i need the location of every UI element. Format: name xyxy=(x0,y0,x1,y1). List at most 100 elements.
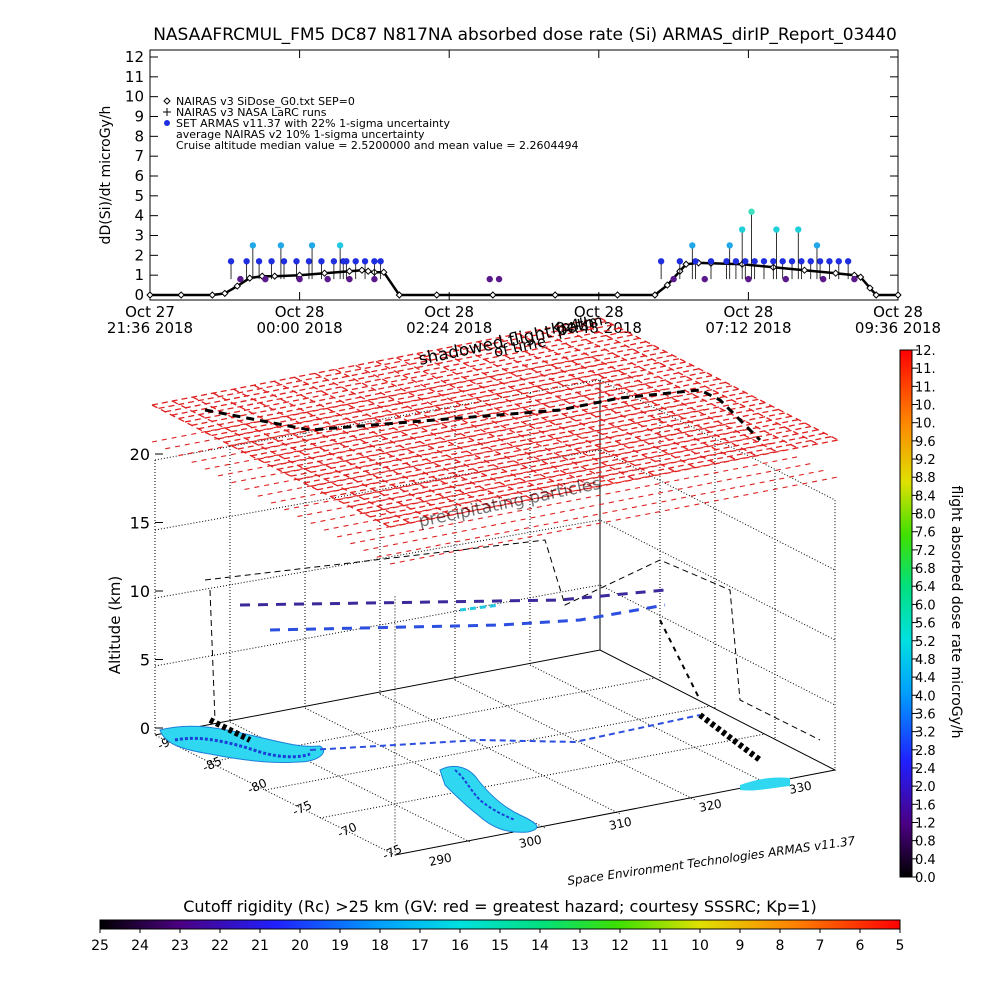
particle-grid-line xyxy=(314,372,554,496)
dose-rate-tick-label: 8.4 xyxy=(915,489,936,504)
particle-grid-line xyxy=(237,361,687,450)
armas-point xyxy=(486,275,493,283)
armas-point xyxy=(779,258,786,265)
nairas-sidose-point xyxy=(831,269,840,277)
armas-point xyxy=(262,275,269,283)
cutoff-rigidity-tick-label: 16 xyxy=(451,938,469,954)
particle-grid-line-lower xyxy=(350,456,799,545)
cutoff-rigidity-tick-label: 15 xyxy=(491,938,509,954)
cutoff-rigidity-tick-label: 24 xyxy=(131,938,149,954)
top-x-tick-label-time: 21:36 2018 xyxy=(107,319,193,337)
particle-grid-line xyxy=(151,317,601,406)
armas-point xyxy=(670,275,677,283)
particle-grid-line-lower xyxy=(191,374,640,463)
top-y-tick-label: 11 xyxy=(125,68,144,86)
top-x-tick-label-time: 09:36 2018 xyxy=(855,319,941,337)
particle-grid-line-lower xyxy=(310,435,759,524)
nairas-sidose-point xyxy=(613,291,622,299)
particle-grid-line xyxy=(233,388,472,512)
particle-grid-line xyxy=(277,381,726,471)
latitude-tick-label: -75 xyxy=(290,798,314,819)
cutoff-rigidity-tick-label: 5 xyxy=(896,938,905,954)
armas-point xyxy=(795,226,802,233)
armas-point xyxy=(742,258,749,265)
nairas-sidose-point xyxy=(894,291,902,299)
top-legend: NAIRAS v3 SiDose_G0.txt SEP=0 NAIRAS v3 … xyxy=(163,95,579,152)
cutoff-rigidity-colorbar-ticks: 25 24 23 22 21 20 19 18 17 16 15 14 13 12 11 10 9 8 7 6 5 xyxy=(91,929,904,954)
particle-grid-line xyxy=(273,380,513,504)
particle-grid-line-lower xyxy=(151,354,601,443)
south-america-tip xyxy=(740,777,790,791)
nairas-sidose-point xyxy=(872,291,880,299)
credit-text: Space Environment Technologies ARMAS v11… xyxy=(566,834,856,888)
particle-grid-line-lower xyxy=(165,361,614,450)
particle-grid-line-lower xyxy=(257,408,706,497)
legend-entry-larc: NAIRAS v3 NASA LaRC runs xyxy=(176,106,327,119)
top-y-tick-label: 0 xyxy=(134,286,144,304)
armas-point xyxy=(330,258,338,265)
dose-rate-tick-label: 8.8 xyxy=(915,471,936,486)
dose-rate-tick-label: 4.4 xyxy=(915,671,936,686)
particle-grid-line xyxy=(383,435,832,525)
armas-point xyxy=(249,242,257,249)
top-plot-frame xyxy=(149,49,899,301)
particle-grid-line-lower xyxy=(297,429,746,518)
top-x-tick-label-date: Oct 28 xyxy=(574,303,624,321)
dose-rate-tick-label: 9.6 xyxy=(915,435,936,450)
armas-point xyxy=(371,275,378,283)
particle-grid-line xyxy=(370,429,819,518)
dose-rate-tick-label: 8.0 xyxy=(915,508,936,523)
dose-rate-tick-label: 4.8 xyxy=(915,653,936,668)
particle-grid-line xyxy=(599,317,839,441)
armas-point xyxy=(707,258,715,265)
particle-grid-line-lower xyxy=(178,368,627,457)
particle-grid-line xyxy=(343,415,792,504)
particle-grid-line xyxy=(317,402,766,491)
top-y-axis-label: dD(Si)/dt microGy/h xyxy=(98,106,114,245)
altitude-tick-label: 10 xyxy=(130,582,150,601)
armas-point xyxy=(745,275,752,283)
longitude-tick-label: 310 xyxy=(608,814,633,832)
particle-grid-line xyxy=(558,325,798,449)
dose-rate-tick-label: 7.6 xyxy=(915,526,936,541)
particle-grid-line xyxy=(538,329,778,453)
particle-grid-line-lower xyxy=(337,449,786,538)
longitude-tick-label: 330 xyxy=(788,778,813,796)
particle-grid-line-lower xyxy=(363,462,812,551)
armas-point xyxy=(689,242,696,249)
latitude-tick-label: -85 xyxy=(200,754,224,775)
armas-point xyxy=(770,258,777,265)
cutoff-rigidity-tick-label: 14 xyxy=(531,938,549,954)
dose-rate-tick-label: 10. xyxy=(915,399,936,414)
particle-grid-line xyxy=(290,388,739,477)
particle-grid-line xyxy=(303,395,753,484)
top-y-tick-label: 9 xyxy=(134,108,144,126)
top-x-tick-label-date: Oct 27 xyxy=(125,303,175,321)
dose-rate-tick-label: 11. xyxy=(915,380,936,395)
particle-grid-line xyxy=(165,324,614,413)
cutoff-rigidity-tick-label: 11 xyxy=(651,938,669,954)
cutoff-rigidity-tick-label: 19 xyxy=(331,938,349,954)
armas-point xyxy=(227,258,235,265)
cutoff-rigidity-tick-label: 20 xyxy=(291,938,309,954)
particle-grid-line xyxy=(212,392,452,516)
cutoff-rigidity-tick-label: 23 xyxy=(171,938,189,954)
flight-path-mid xyxy=(204,539,821,741)
particle-grid-line xyxy=(497,337,737,461)
cutoff-rigidity-tick-label: 8 xyxy=(776,938,785,954)
legend-entry-nairas-v2: average NAIRAS v2 10% 1-sigma uncertaint… xyxy=(176,128,425,141)
armas-point xyxy=(346,275,353,283)
dose-rate-colorbar-fill xyxy=(899,349,913,878)
dose-rate-colorbar: 0.0 0.4 0.8 1.2 1.6 2.0 2.4 2.8 3.2 3.6 4.0 4.4 4.8 5… xyxy=(899,344,964,886)
cutoff-rigidity-tick-label: 6 xyxy=(856,938,865,954)
nairas-sidose-point xyxy=(177,291,185,299)
legend-entry-cruise-altitude: Cruise altitude median value = 2.5200000… xyxy=(176,139,579,152)
armas-point xyxy=(751,258,758,265)
antarctica-coastline xyxy=(159,725,325,764)
particle-grid-line-lower xyxy=(323,442,772,531)
top-y-tick-label: 2 xyxy=(134,246,144,264)
top-series xyxy=(146,208,902,299)
particle-grid-line xyxy=(294,376,533,500)
